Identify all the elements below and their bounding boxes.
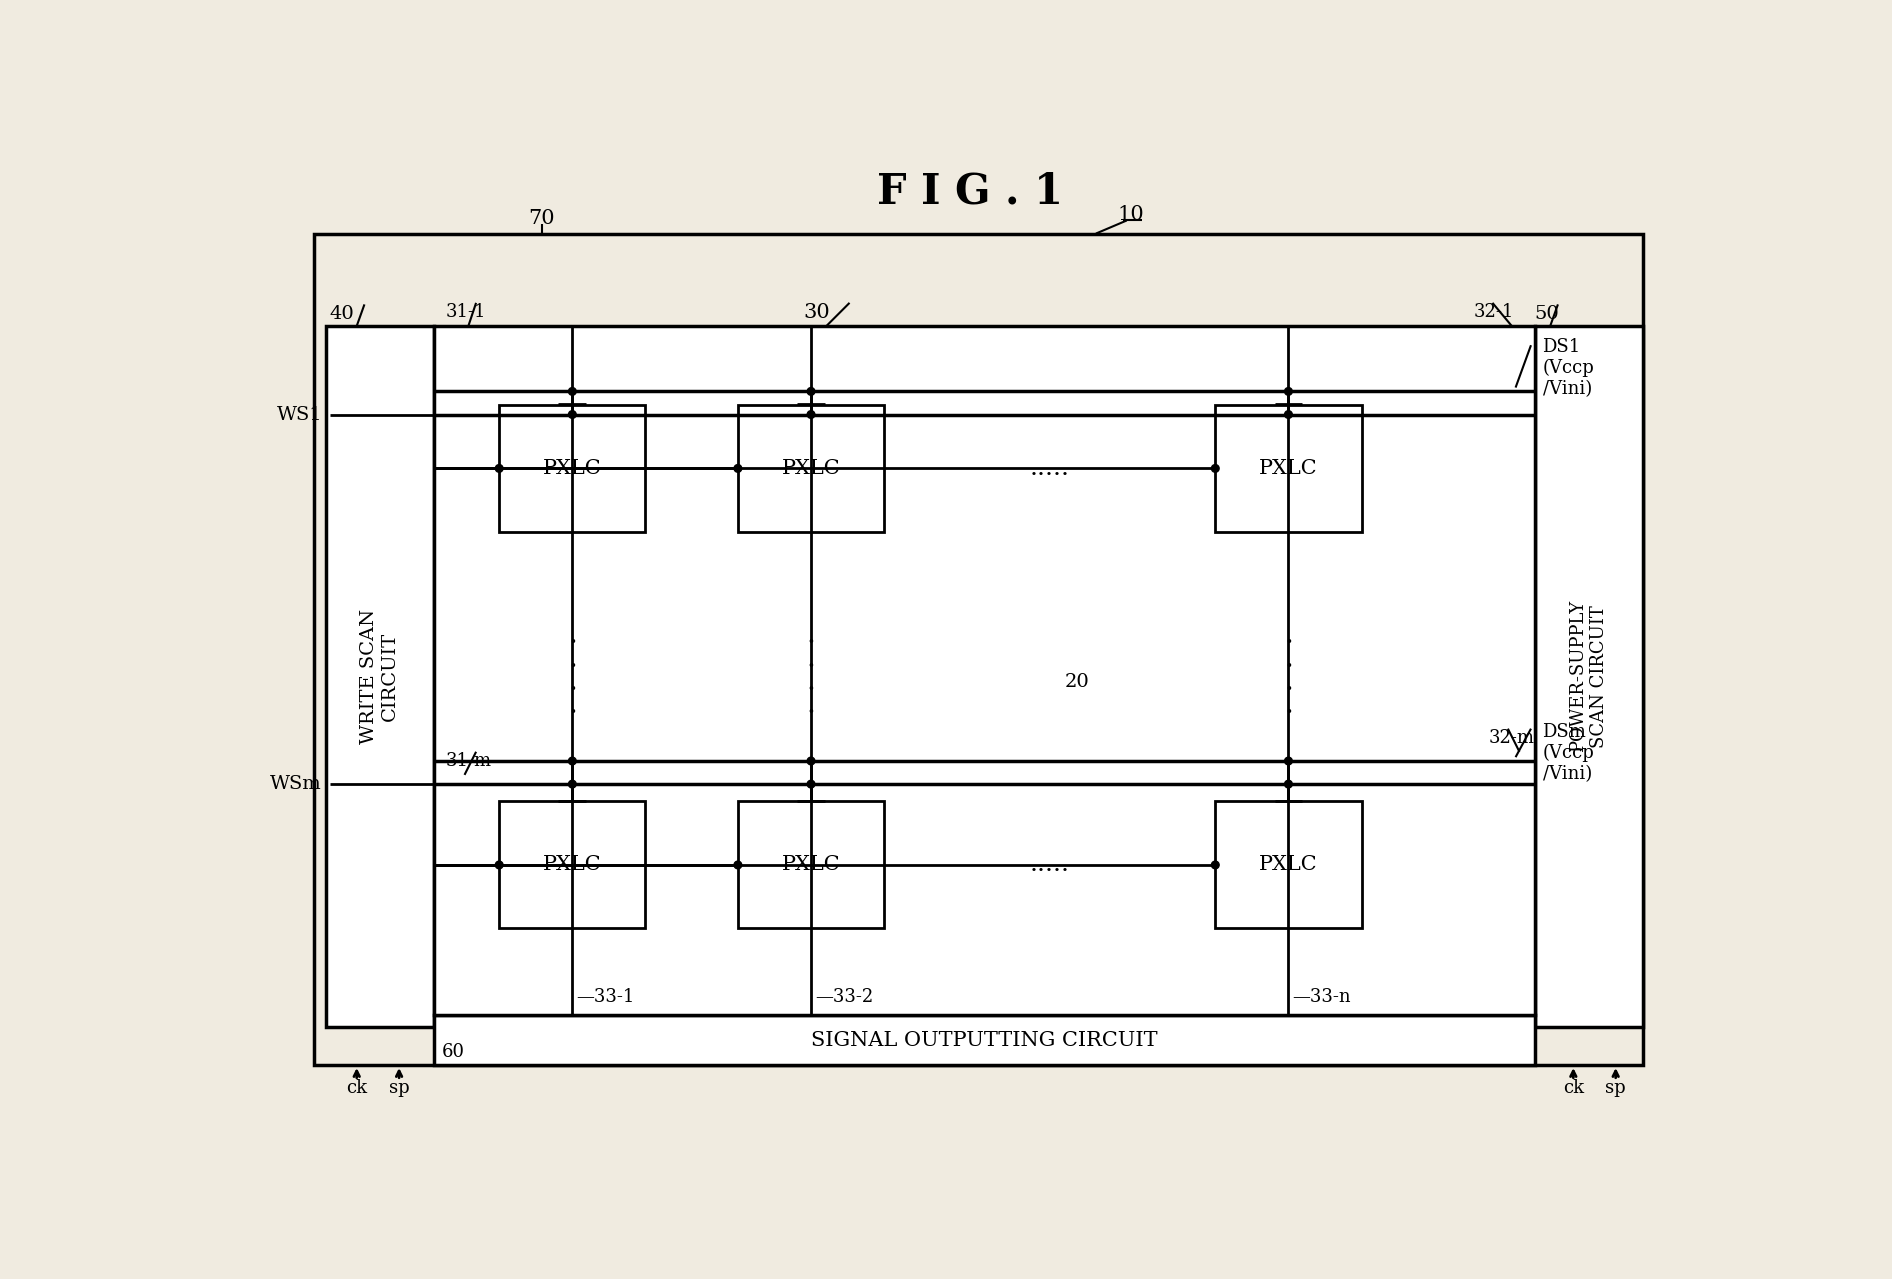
- Text: ·: ·: [806, 700, 815, 726]
- Text: WRITE SCAN
CIRCUIT: WRITE SCAN CIRCUIT: [361, 609, 399, 744]
- Circle shape: [1285, 757, 1292, 765]
- Text: PXLC: PXLC: [543, 459, 602, 478]
- Circle shape: [496, 464, 503, 472]
- Circle shape: [1211, 861, 1218, 868]
- Circle shape: [734, 861, 742, 868]
- Text: ·: ·: [1285, 677, 1292, 703]
- Text: 31-1: 31-1: [445, 303, 486, 321]
- Bar: [499, 801, 645, 929]
- Circle shape: [496, 861, 503, 868]
- Text: 20: 20: [1065, 674, 1090, 692]
- Text: 40: 40: [329, 306, 354, 324]
- Text: PXLC: PXLC: [543, 856, 602, 875]
- Bar: [738, 801, 884, 929]
- Text: ·: ·: [1285, 654, 1292, 680]
- Bar: [1215, 801, 1362, 929]
- Bar: [314, 234, 1642, 1065]
- Text: WS1: WS1: [276, 405, 322, 423]
- Text: ck: ck: [346, 1079, 367, 1097]
- Bar: [433, 1016, 1534, 1065]
- Text: ·: ·: [806, 654, 815, 680]
- Text: 10: 10: [1116, 205, 1145, 224]
- Text: —33-n: —33-n: [1292, 987, 1351, 1005]
- Text: ·: ·: [568, 677, 577, 703]
- Text: .....: .....: [1029, 457, 1069, 480]
- Text: 70: 70: [528, 208, 554, 228]
- Text: 60: 60: [441, 1044, 464, 1062]
- Circle shape: [568, 757, 577, 765]
- Text: ·: ·: [568, 631, 577, 657]
- Text: 32-m: 32-m: [1489, 729, 1534, 747]
- Text: 50: 50: [1534, 306, 1559, 324]
- Text: ·: ·: [806, 631, 815, 657]
- Bar: [1215, 404, 1362, 532]
- Circle shape: [808, 388, 815, 395]
- Circle shape: [734, 464, 742, 472]
- Text: WSm: WSm: [271, 775, 322, 793]
- Text: ·: ·: [806, 677, 815, 703]
- Text: ·: ·: [1285, 631, 1292, 657]
- Circle shape: [568, 411, 577, 418]
- Circle shape: [1285, 411, 1292, 418]
- Bar: [1534, 326, 1642, 1027]
- Text: 32-1: 32-1: [1474, 303, 1514, 321]
- Circle shape: [808, 411, 815, 418]
- Text: POWER-SUPPLY
SCAN CIRCUIT: POWER-SUPPLY SCAN CIRCUIT: [1568, 600, 1608, 752]
- Text: —33-1: —33-1: [577, 987, 634, 1005]
- Text: SIGNAL OUTPUTTING CIRCUIT: SIGNAL OUTPUTTING CIRCUIT: [812, 1031, 1158, 1050]
- Circle shape: [1211, 464, 1218, 472]
- Text: sp: sp: [388, 1079, 409, 1097]
- Bar: [738, 404, 884, 532]
- Text: ·: ·: [568, 700, 577, 726]
- Text: ·: ·: [568, 654, 577, 680]
- Text: 31-m: 31-m: [445, 752, 492, 770]
- Bar: [499, 404, 645, 532]
- Text: DSm
(Vccp
/Vini): DSm (Vccp /Vini): [1542, 724, 1595, 783]
- Text: PXLC: PXLC: [1258, 459, 1317, 478]
- Circle shape: [1285, 780, 1292, 788]
- Text: DS1
(Vccp
/Vini): DS1 (Vccp /Vini): [1542, 339, 1595, 398]
- Bar: [325, 326, 433, 1027]
- Text: PXLC: PXLC: [781, 856, 840, 875]
- Text: PXLC: PXLC: [1258, 856, 1317, 875]
- Text: .....: .....: [1029, 853, 1069, 876]
- Text: ck: ck: [1563, 1079, 1584, 1097]
- Circle shape: [1285, 388, 1292, 395]
- Bar: [433, 326, 1534, 1016]
- Text: ·: ·: [1285, 700, 1292, 726]
- Circle shape: [568, 780, 577, 788]
- Circle shape: [568, 388, 577, 395]
- Text: sp: sp: [1606, 1079, 1625, 1097]
- Text: —33-2: —33-2: [815, 987, 872, 1005]
- Text: F I G . 1: F I G . 1: [876, 170, 1063, 212]
- Text: 30: 30: [804, 303, 831, 321]
- Text: PXLC: PXLC: [781, 459, 840, 478]
- Circle shape: [808, 757, 815, 765]
- Circle shape: [808, 780, 815, 788]
